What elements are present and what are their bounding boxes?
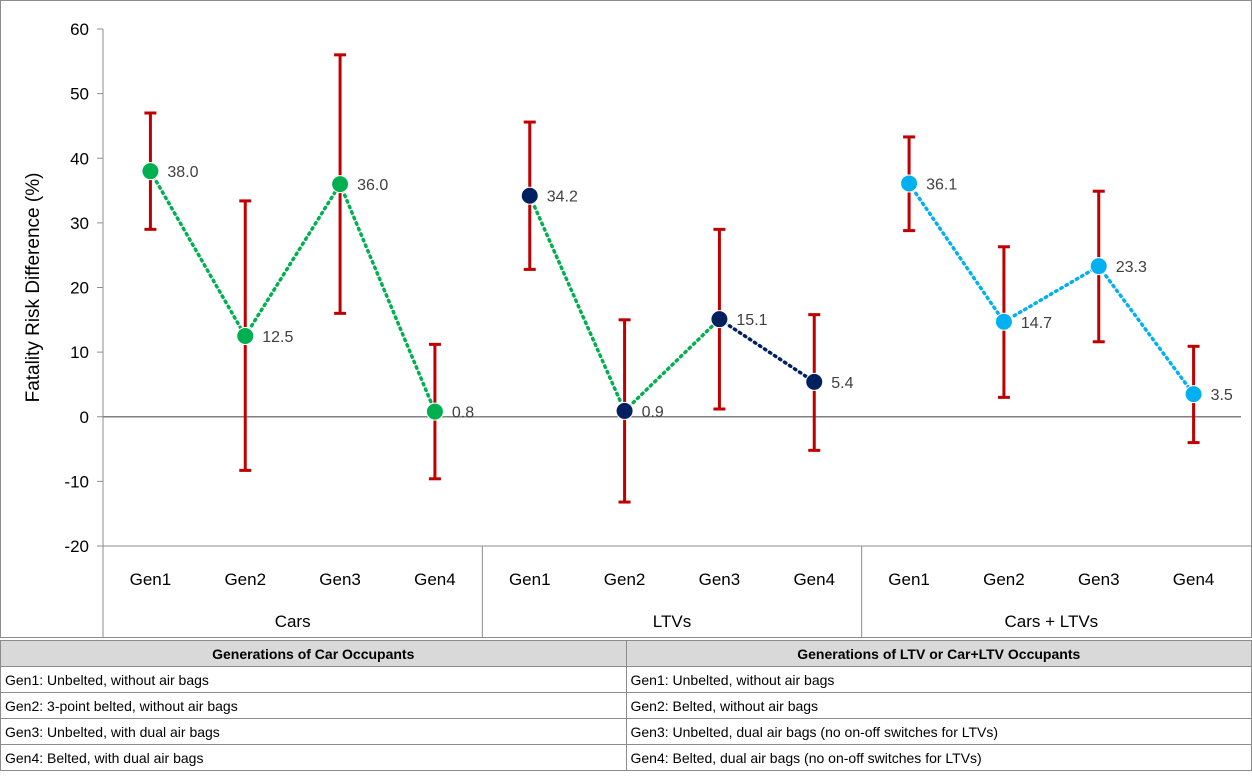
series-line-segment <box>907 181 1006 324</box>
table-cell: Gen4: Belted, with dual air bags <box>0 744 627 771</box>
chart-plot: 60 50 40 30 20 10 0 -10 -20 Fatality Risk Differe… <box>23 20 1251 637</box>
series-line-segment <box>1002 264 1101 324</box>
group-label: LTVs <box>653 612 691 631</box>
table-row: Gen3: Unbelted, with dual air bags Gen3:… <box>0 718 1252 745</box>
data-point <box>141 162 160 181</box>
y-axis-title: Fatality Risk Difference (%) <box>23 173 44 403</box>
data-label: 23.3 <box>1116 259 1147 276</box>
data-point <box>994 312 1013 331</box>
group-label: Cars <box>275 612 311 631</box>
data-label: 14.7 <box>1021 315 1052 332</box>
category-label: Gen2 <box>983 570 1025 589</box>
category-label: Gen3 <box>699 570 741 589</box>
data-point <box>331 175 350 194</box>
category-label: Gen2 <box>224 570 266 589</box>
category-label: Gen3 <box>319 570 361 589</box>
series-line-segment <box>528 193 627 413</box>
data-label: 12.5 <box>262 329 293 346</box>
data-point <box>520 186 539 205</box>
table-cell: Gen1: Unbelted, without air bags <box>0 666 627 693</box>
y-tick-label: 50 <box>70 85 89 104</box>
data-label: 36.0 <box>357 177 388 194</box>
table-cell: Gen1: Unbelted, without air bags <box>625 666 1252 693</box>
data-point <box>236 326 255 345</box>
series-line-segment <box>338 182 437 414</box>
series-line-segment <box>622 317 722 413</box>
y-tick-label: 20 <box>70 279 89 298</box>
y-tick-label: 60 <box>70 20 89 39</box>
series-line-segment <box>1097 264 1196 396</box>
data-point <box>805 372 824 391</box>
series-line-segment <box>148 169 247 338</box>
y-tick-label: 0 <box>80 408 89 427</box>
data-label: 5.4 <box>831 375 853 392</box>
data-label: 34.2 <box>547 189 578 206</box>
category-label: Gen4 <box>1173 570 1215 589</box>
data-label: 3.5 <box>1211 387 1233 404</box>
data-point <box>1184 385 1203 404</box>
data-label: 0.8 <box>452 405 474 422</box>
series-line-segment <box>243 182 342 338</box>
table-header-row: Generations of Car Occupants Generations… <box>0 640 1252 667</box>
y-tick-label: 40 <box>70 149 89 168</box>
category-label: Gen4 <box>793 570 835 589</box>
category-label: Gen2 <box>604 570 646 589</box>
table-cell: Gen3: Unbelted, dual air bags (no on-off… <box>625 718 1252 745</box>
category-label: Gen3 <box>1078 570 1120 589</box>
data-label: 38.0 <box>167 164 198 181</box>
category-label: Gen4 <box>414 570 456 589</box>
data-point <box>710 310 729 329</box>
table-header-ltv: Generations of LTV or Car+LTV Occupants <box>625 640 1252 667</box>
table-cell: Gen2: Belted, without air bags <box>625 692 1252 719</box>
group-label: Cars + LTVs <box>1004 612 1098 631</box>
data-point <box>425 402 444 421</box>
data-point <box>1089 257 1108 276</box>
data-label: 15.1 <box>736 312 767 329</box>
category-label: Gen1 <box>888 570 930 589</box>
table-cell: Gen3: Unbelted, with dual air bags <box>0 718 627 745</box>
y-tick-label: 30 <box>70 214 89 233</box>
y-tick-label: 10 <box>70 343 89 362</box>
series-line-segment <box>717 317 816 384</box>
data-label: 36.1 <box>926 176 957 193</box>
data-point <box>900 174 919 193</box>
data-point <box>615 401 634 420</box>
table-cell: Gen2: 3-point belted, without air bags <box>0 692 627 719</box>
generation-legend-table: Generations of Car Occupants Generations… <box>0 640 1252 771</box>
table-header-car: Generations of Car Occupants <box>0 640 627 667</box>
table-cell: Gen4: Belted, dual air bags (no on-off s… <box>625 744 1252 771</box>
chart-frame: 60 50 40 30 20 10 0 -10 -20 Fatality Risk Differe… <box>0 0 1252 638</box>
y-tick-label: -20 <box>64 537 89 556</box>
table-row: Gen4: Belted, with dual air bags Gen4: B… <box>0 744 1252 771</box>
y-tick-label: -10 <box>64 472 89 491</box>
category-label: Gen1 <box>130 570 172 589</box>
table-row: Gen2: 3-point belted, without air bags G… <box>0 692 1252 719</box>
category-label: Gen1 <box>509 570 551 589</box>
table-row: Gen1: Unbelted, without air bags Gen1: U… <box>0 666 1252 693</box>
data-label: 0.9 <box>642 404 664 421</box>
